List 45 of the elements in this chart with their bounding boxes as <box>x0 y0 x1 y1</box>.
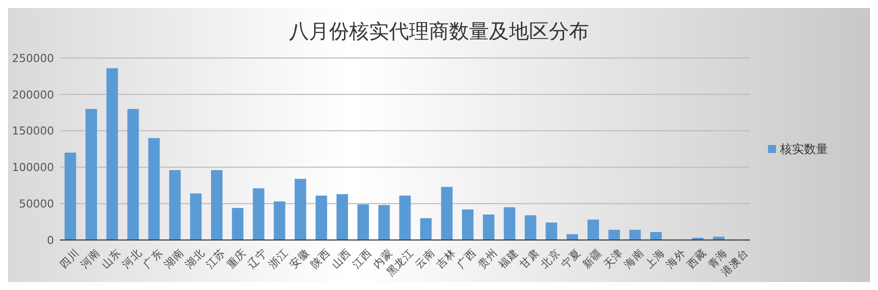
bar <box>441 186 453 240</box>
bar <box>608 230 620 240</box>
legend-label: 核实数量 <box>779 142 828 156</box>
bar <box>274 201 286 240</box>
bar <box>294 178 306 240</box>
x-tick-label: 陕西 <box>308 246 333 271</box>
bar <box>190 193 202 240</box>
y-tick-label: 200000 <box>12 88 54 102</box>
y-tick-label: 100000 <box>12 161 54 174</box>
bar <box>399 196 411 240</box>
bar <box>546 222 558 240</box>
bar <box>524 215 536 240</box>
bar <box>504 207 516 240</box>
bar <box>252 188 264 240</box>
bar <box>482 214 494 240</box>
bar <box>169 170 181 240</box>
bar <box>650 232 662 240</box>
bar <box>64 152 76 240</box>
x-tick-label: 河南 <box>78 246 103 271</box>
bar <box>316 196 328 240</box>
bar <box>378 205 390 240</box>
x-tick-label: 浙江 <box>266 246 291 271</box>
bar <box>566 234 578 240</box>
x-tick-label: 海南 <box>622 246 646 271</box>
bar <box>420 218 432 240</box>
bar <box>232 208 244 240</box>
x-tick-label: 重庆 <box>224 246 249 271</box>
bar <box>462 209 474 240</box>
y-tick-label: 150000 <box>12 124 54 138</box>
x-tick-label: 江西 <box>350 246 374 271</box>
bar <box>127 108 139 240</box>
x-tick-label: 河北 <box>120 246 144 271</box>
bar <box>629 230 641 240</box>
chart-title: 八月份核实代理商数量及地区分布 <box>289 19 589 43</box>
y-tick-label: 0 <box>47 234 54 247</box>
bar <box>211 170 223 240</box>
y-tick-label: 50000 <box>19 197 54 210</box>
bar <box>86 108 98 240</box>
y-tick-label: 250000 <box>12 52 54 65</box>
bar <box>336 194 348 240</box>
bar <box>148 138 160 240</box>
bar <box>357 204 369 240</box>
bar <box>712 236 724 240</box>
bar <box>106 68 118 240</box>
bar <box>587 220 599 240</box>
